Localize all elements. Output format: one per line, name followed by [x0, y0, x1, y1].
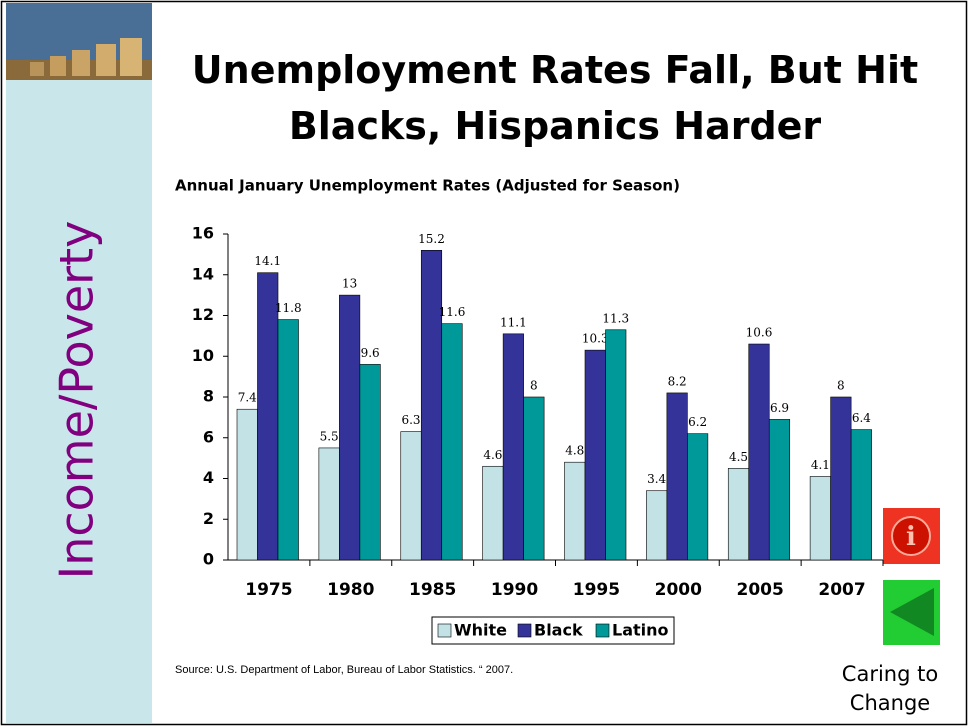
y-tick-label: 6	[203, 427, 214, 446]
x-tick-label: 1995	[573, 580, 620, 600]
bar	[277, 319, 299, 561]
x-tick-label: 2000	[655, 580, 702, 600]
y-tick-label: 8	[203, 387, 214, 406]
y-tick-label: 0	[203, 550, 214, 569]
bar	[605, 329, 627, 561]
back-arrow[interactable]	[890, 588, 934, 636]
bar	[236, 408, 258, 561]
legend-swatch	[437, 623, 452, 638]
bar	[687, 433, 709, 561]
bar	[318, 447, 340, 561]
bar	[359, 364, 381, 561]
value-label: 4.6	[483, 448, 502, 462]
bar	[584, 349, 606, 561]
value-label: 10.3	[582, 332, 609, 346]
value-label: 8	[530, 379, 538, 393]
value-label: 3.4	[647, 472, 666, 486]
y-tick-label: 4	[203, 468, 214, 487]
bar	[748, 343, 770, 561]
x-tick-label: 2007	[818, 580, 865, 600]
legend-label: Latino	[612, 621, 669, 640]
bar	[850, 429, 872, 561]
x-tick-label: 1975	[245, 580, 292, 600]
value-label: 6.2	[688, 415, 707, 429]
value-label: 9.6	[361, 346, 380, 360]
chart-title: Annual January Unemployment Rates (Adjus…	[175, 177, 680, 195]
bar	[400, 431, 422, 561]
bar	[666, 392, 688, 561]
value-label: 15.2	[418, 232, 445, 246]
bar	[523, 396, 545, 561]
bar	[257, 272, 279, 561]
bar	[339, 294, 361, 561]
footer: Caring to Change	[841, 662, 939, 715]
bar	[646, 490, 668, 561]
legend-box	[431, 616, 675, 645]
bar	[830, 396, 852, 561]
value-label: 4.5	[729, 450, 748, 464]
value-label: 11.6	[439, 305, 466, 319]
coins-image	[6, 3, 152, 80]
info-glyph[interactable]: i	[906, 522, 916, 552]
legend-swatch	[517, 623, 532, 638]
legend: White Black Latino	[431, 616, 675, 645]
bar	[809, 476, 831, 561]
sidebar-label: Income/Poverty	[50, 221, 104, 580]
bar	[727, 468, 750, 561]
y-tick-label: 12	[192, 305, 214, 324]
source: Source: U.S. Department of Labor, Bureau…	[175, 664, 513, 676]
value-label: 6.4	[852, 411, 871, 425]
sidebar	[6, 3, 152, 723]
value-label: 14.1	[254, 254, 281, 268]
legend-label: White	[454, 621, 507, 640]
y-tick-label: 2	[203, 509, 214, 528]
value-label: 4.8	[565, 444, 584, 458]
value-label: 5.5	[320, 429, 339, 443]
bar	[564, 461, 586, 561]
bar	[768, 419, 791, 561]
value-label: 4.1	[811, 458, 830, 472]
x-tick-label: 1985	[409, 580, 456, 600]
y-tick-label: 10	[192, 346, 214, 365]
x-tick-label: 1980	[327, 580, 374, 600]
info-icon[interactable]	[891, 516, 931, 556]
legend-label: Black	[534, 621, 583, 640]
bar	[502, 333, 524, 561]
info-button[interactable]: i	[883, 508, 940, 564]
back-button[interactable]	[883, 580, 940, 645]
x-tick-label: 1990	[491, 580, 538, 600]
bar	[441, 323, 463, 561]
legend-swatch	[595, 623, 610, 638]
value-label: 13	[342, 277, 357, 291]
value-label: 6.9	[770, 401, 789, 415]
value-label: 6.3	[401, 413, 420, 427]
bar	[482, 465, 504, 561]
x-tick-label: 2005	[737, 580, 784, 600]
value-label: 7.4	[238, 391, 257, 405]
y-tick-label: 16	[192, 224, 214, 243]
value-label: 11.8	[275, 301, 302, 315]
value-label: 8.2	[668, 374, 687, 388]
slide-title: Unemployment Rates Fall, But Hit Blacks,…	[191, 48, 919, 148]
y-tick-label: 14	[192, 264, 214, 283]
value-label: 8	[837, 379, 845, 393]
value-label: 11.3	[602, 311, 629, 325]
value-label: 11.1	[500, 315, 527, 329]
value-label: 10.6	[746, 326, 773, 340]
bar	[420, 250, 443, 561]
